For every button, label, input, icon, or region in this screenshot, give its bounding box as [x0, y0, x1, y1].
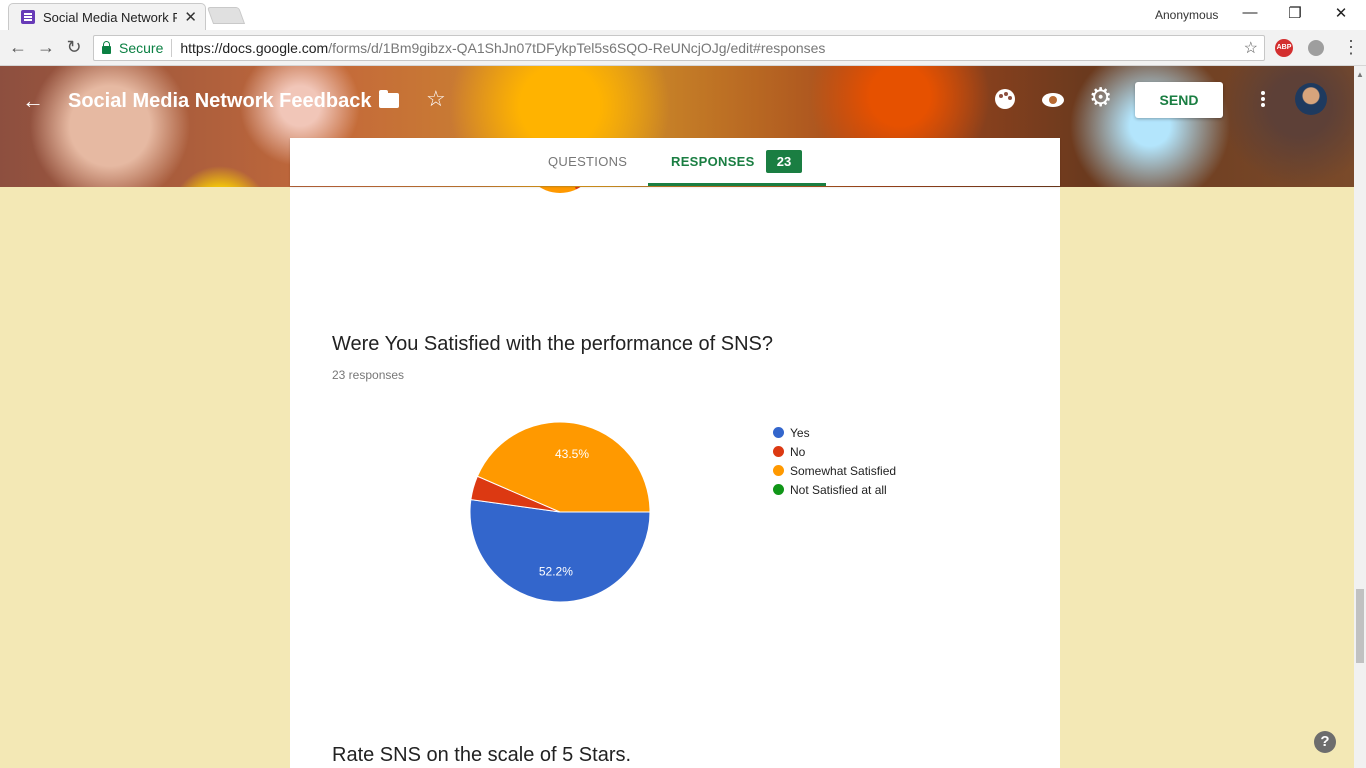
legend-item[interactable]: No: [773, 442, 896, 461]
legend-label: Not Satisfied at all: [790, 482, 887, 497]
more-options-icon[interactable]: [1261, 91, 1265, 95]
preview-eye-icon[interactable]: [1042, 93, 1064, 107]
next-question-title: Rate SNS on the scale of 5 Stars.: [332, 744, 632, 766]
satisfaction-pie-chart: 52.2% 43.5%: [469, 421, 651, 603]
legend-swatch: [773, 427, 784, 438]
legend-swatch: [773, 484, 784, 495]
legend-item[interactable]: Yes: [773, 423, 896, 442]
secure-label: Secure: [119, 40, 164, 56]
omnibox-divider: [171, 39, 173, 57]
browser-menu-icon[interactable]: ⋮: [1342, 37, 1360, 57]
legend-label: No: [790, 444, 806, 459]
pie-data-label: 52.2%: [539, 564, 573, 578]
lock-icon: [102, 41, 111, 54]
chart-legend: Yes No Somewhat Satisfied Not Satisfied at …: [773, 423, 896, 499]
google-forms-icon: [21, 10, 35, 24]
legend-item[interactable]: Somewhat Satisfied: [773, 461, 896, 480]
settings-gear-icon[interactable]: ⚙: [1089, 82, 1113, 112]
legend-label: Yes: [790, 425, 810, 440]
avatar[interactable]: [1295, 83, 1327, 115]
legend-swatch: [773, 465, 784, 476]
adblock-icon[interactable]: ABP: [1275, 39, 1293, 57]
pie-slice-somewhat-satisfied[interactable]: [476, 421, 651, 513]
legend-label: Somewhat Satisfied: [790, 463, 897, 478]
browser-tab[interactable]: Social Media Network Fe ✕: [8, 3, 206, 30]
forward-icon[interactable]: →: [37, 37, 55, 57]
new-tab-button[interactable]: [206, 7, 246, 24]
back-icon[interactable]: ←: [9, 37, 27, 57]
url-input[interactable]: Secure https://docs.google.com/forms/d/1…: [93, 35, 1265, 61]
responses-card: Were You Satisfied with the performance …: [290, 187, 1060, 768]
bookmark-star-icon[interactable]: ☆: [1243, 40, 1258, 57]
tab-responses-label: RESPONSES: [671, 154, 755, 169]
star-icon[interactable]: ☆: [426, 86, 446, 111]
address-bar-row: ← → ↻ Secure https://docs.google.com/for…: [0, 30, 1366, 66]
previous-question-pie-chart: [522, 187, 598, 193]
folder-icon[interactable]: [379, 90, 399, 108]
form-title[interactable]: Social Media Network Feedback: [68, 90, 372, 112]
legend-swatch: [773, 446, 784, 457]
pie-slice-yes[interactable]: [469, 499, 651, 603]
restore-icon[interactable]: ❐: [1288, 5, 1302, 22]
form-tabs: QUESTIONS RESPONSES 23: [290, 138, 1060, 186]
question-title: Were You Satisfied with the performance …: [332, 333, 773, 355]
scroll-up-icon[interactable]: ▲: [1356, 70, 1364, 79]
reload-icon[interactable]: ↻: [66, 37, 82, 57]
incognito-profile-label: Anonymous: [1155, 8, 1219, 22]
tab-responses[interactable]: RESPONSES 23: [648, 138, 826, 186]
scroll-thumb[interactable]: [1356, 589, 1364, 663]
response-count-badge: 23: [766, 150, 802, 173]
extension-icon[interactable]: [1308, 40, 1324, 56]
minimize-icon[interactable]: —: [1242, 4, 1258, 21]
pie-data-label: 43.5%: [555, 447, 589, 461]
window-close-icon[interactable]: ✕: [1334, 5, 1348, 22]
url-path: /forms/d/1Bm9gibzx-QA1ShJn07tDFykpTel5s6…: [328, 40, 826, 56]
send-button[interactable]: SEND: [1135, 82, 1223, 118]
back-arrow-icon[interactable]: ←: [22, 88, 44, 113]
legend-item[interactable]: Not Satisfied at all: [773, 480, 896, 499]
browser-tab-title: Social Media Network Fe: [43, 9, 177, 25]
tab-close-icon[interactable]: ✕: [184, 9, 197, 26]
help-icon[interactable]: ?: [1314, 731, 1336, 753]
response-count-text: 23 responses: [332, 368, 405, 382]
page-scrollbar[interactable]: ▲: [1354, 66, 1366, 768]
palette-icon[interactable]: [995, 89, 1015, 109]
browser-tab-bar: Social Media Network Fe ✕ Anonymous — ❐ …: [0, 0, 1366, 30]
url-host: https://docs.google.com: [180, 40, 329, 56]
tab-questions[interactable]: QUESTIONS: [548, 154, 628, 169]
